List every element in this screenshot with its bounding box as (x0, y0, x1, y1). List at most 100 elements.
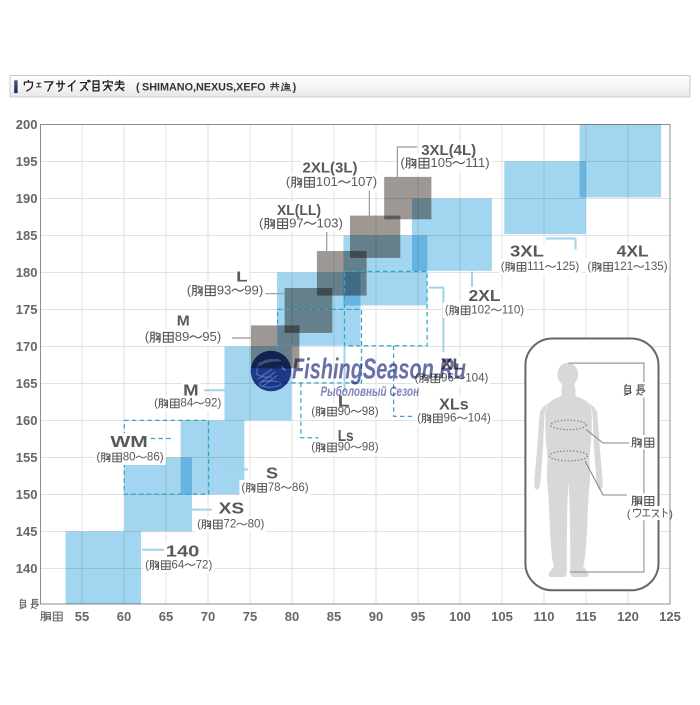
svg-text:90: 90 (338, 405, 351, 418)
svg-text:97: 97 (289, 215, 304, 230)
svg-text:75: 75 (243, 609, 257, 624)
svg-text:(: ( (400, 155, 405, 170)
svg-text:160: 160 (16, 413, 38, 428)
svg-text:170: 170 (16, 339, 38, 354)
svg-text:XL: XL (441, 357, 464, 374)
svg-text:(: ( (501, 260, 505, 273)
svg-text:(: ( (587, 260, 591, 273)
svg-text:120: 120 (617, 609, 639, 624)
svg-text:L: L (236, 269, 248, 286)
svg-text:72: 72 (223, 518, 236, 531)
svg-text:145: 145 (16, 524, 38, 539)
svg-text:95: 95 (411, 609, 425, 624)
svg-text:103): 103) (317, 215, 343, 230)
svg-text:55: 55 (75, 609, 89, 624)
svg-text:90: 90 (338, 441, 351, 454)
svg-text:104): 104) (468, 412, 491, 425)
svg-text:80: 80 (285, 609, 299, 624)
svg-text:140: 140 (16, 561, 38, 576)
svg-text:125: 125 (659, 609, 681, 624)
svg-text:(: ( (145, 558, 149, 571)
svg-text:150: 150 (16, 487, 38, 502)
svg-text:115: 115 (576, 609, 597, 624)
svg-text:2XL: 2XL (469, 288, 501, 305)
svg-text:102: 102 (471, 304, 490, 317)
svg-text:111: 111 (527, 260, 545, 273)
svg-text:84: 84 (180, 397, 193, 410)
svg-text:85: 85 (327, 609, 341, 624)
svg-text:180: 180 (16, 265, 38, 280)
svg-text:(: ( (311, 405, 315, 418)
svg-text:(: ( (96, 451, 100, 464)
svg-text:165: 165 (16, 376, 38, 391)
svg-text:): ) (293, 82, 297, 94)
svg-text:(: ( (187, 282, 192, 297)
svg-text:(: ( (241, 481, 245, 494)
svg-text:60: 60 (117, 609, 131, 624)
svg-text:(: ( (415, 372, 419, 385)
svg-text:86): 86) (292, 481, 309, 494)
svg-text:Рыболовный Сезон: Рыболовный Сезон (321, 384, 420, 399)
svg-text:105: 105 (491, 609, 513, 624)
svg-text:S: S (266, 466, 278, 483)
svg-text:110): 110) (502, 304, 524, 317)
svg-text:M: M (183, 383, 199, 400)
svg-text:XS: XS (219, 500, 245, 517)
svg-text:(: ( (154, 397, 158, 410)
svg-text:64: 64 (171, 558, 184, 571)
svg-text:140: 140 (166, 544, 200, 561)
svg-text:65: 65 (159, 609, 173, 624)
svg-text:(: ( (145, 329, 150, 344)
svg-text:78: 78 (268, 481, 281, 494)
svg-text:100: 100 (449, 609, 471, 624)
svg-text:L: L (338, 393, 350, 410)
svg-text:135): 135) (644, 260, 667, 273)
svg-text:98): 98) (362, 441, 379, 454)
svg-text:3XL: 3XL (510, 244, 544, 261)
svg-text:(: ( (197, 518, 201, 531)
svg-text:175: 175 (16, 302, 38, 317)
svg-text:SHIMANO,NEXUS,XEFO: SHIMANO,NEXUS,XEFO (142, 82, 266, 94)
svg-text:90: 90 (369, 609, 383, 624)
svg-text:72): 72) (196, 558, 213, 571)
svg-text:195: 195 (16, 154, 38, 169)
svg-text:125): 125) (556, 260, 579, 273)
svg-text:XLs: XLs (439, 397, 469, 414)
svg-text:111): 111) (465, 155, 489, 170)
svg-text:101: 101 (316, 174, 338, 189)
svg-text:(: ( (311, 441, 315, 454)
svg-text:107): 107) (351, 174, 377, 189)
svg-text:110: 110 (534, 609, 555, 624)
svg-text:98): 98) (362, 405, 379, 418)
svg-text:(: ( (259, 215, 264, 230)
svg-text:92): 92) (205, 397, 222, 410)
svg-text:95): 95) (202, 329, 221, 344)
svg-text:80): 80) (248, 518, 265, 531)
svg-text:): ) (669, 508, 673, 520)
svg-text:M: M (177, 312, 190, 329)
svg-text:4XL: 4XL (617, 244, 649, 261)
svg-text:99): 99) (244, 282, 263, 297)
svg-text:XL(LL): XL(LL) (277, 202, 321, 219)
svg-text:Ls: Ls (338, 428, 354, 445)
svg-text:185: 185 (16, 228, 38, 243)
svg-text:(: ( (417, 412, 421, 425)
svg-text:155: 155 (16, 450, 38, 465)
svg-text:(: ( (627, 508, 631, 520)
svg-text:96: 96 (441, 372, 454, 385)
svg-text:3XL(4L): 3XL(4L) (421, 142, 476, 159)
svg-text:WM: WM (110, 434, 147, 451)
svg-text:190: 190 (16, 191, 38, 206)
svg-text:121: 121 (614, 260, 633, 273)
svg-text:200: 200 (16, 117, 38, 132)
svg-text:104): 104) (465, 372, 488, 385)
svg-text:96: 96 (444, 412, 457, 425)
svg-text:80: 80 (123, 451, 136, 464)
svg-text:89: 89 (175, 329, 190, 344)
svg-text:(: ( (136, 82, 140, 94)
svg-text:105: 105 (430, 155, 452, 170)
svg-text:FishingSeason.Ru: FishingSeason.Ru (292, 354, 466, 386)
svg-text:2XL(3L): 2XL(3L) (303, 160, 358, 177)
svg-text:86): 86) (147, 451, 164, 464)
svg-text:(: ( (286, 174, 291, 189)
